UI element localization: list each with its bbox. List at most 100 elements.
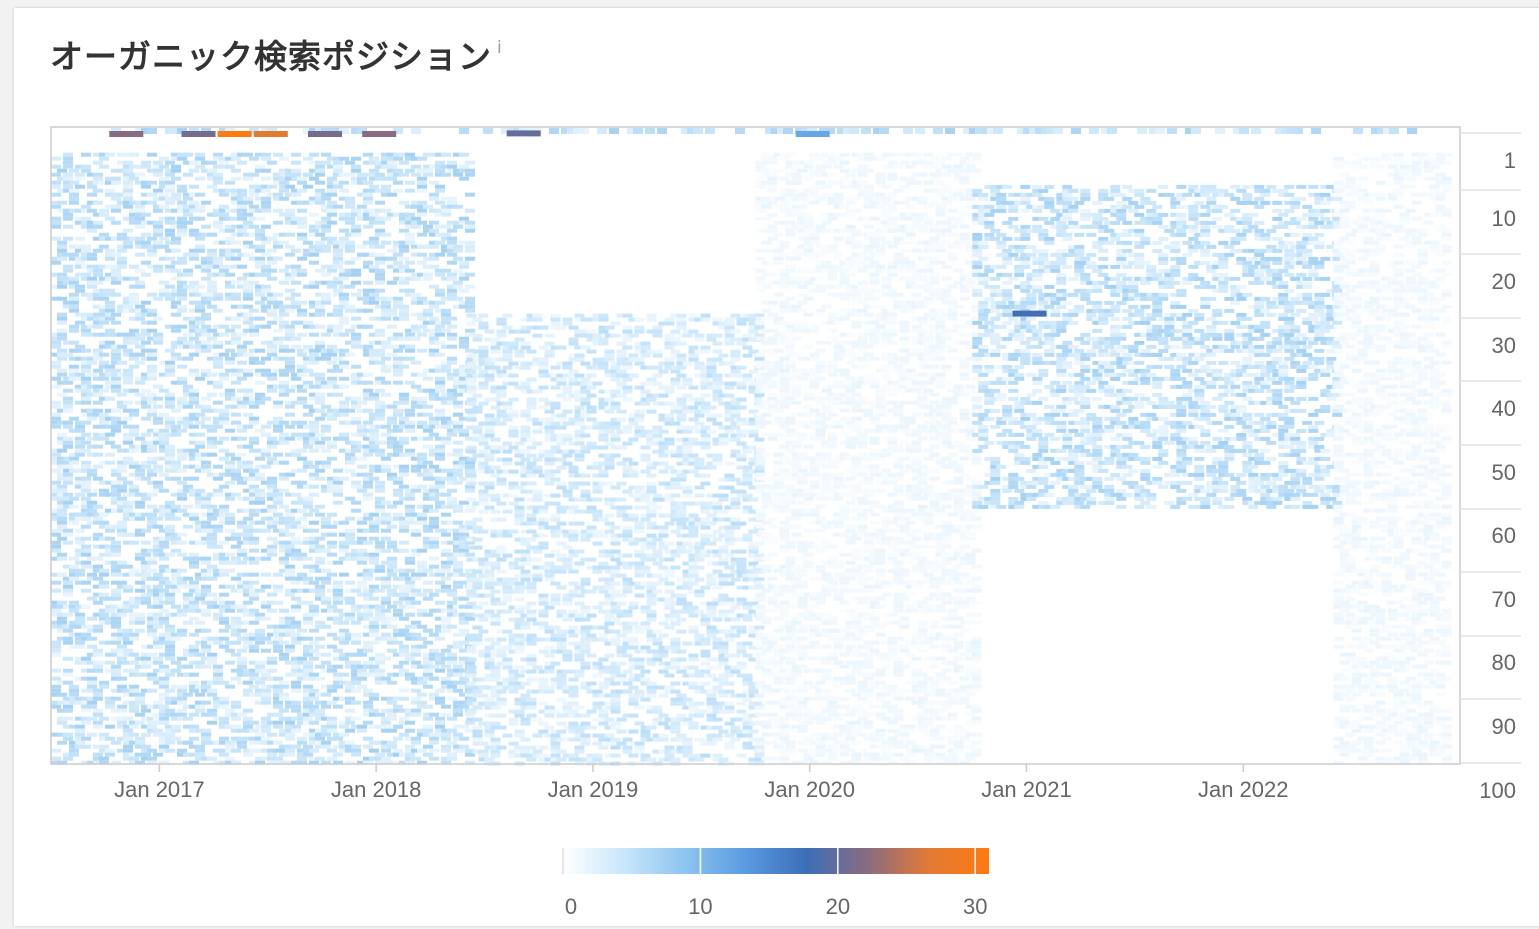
heatmap-cell (297, 636, 307, 641)
heatmap-cell (171, 240, 181, 245)
heatmap-cell (285, 324, 295, 329)
heatmap-cell (63, 756, 73, 761)
heatmap-cell (201, 612, 211, 617)
heatmap-cell (399, 256, 409, 261)
heatmap-cell (447, 332, 457, 337)
heatmap-cell (345, 268, 355, 273)
heatmap-cell (255, 616, 265, 621)
heatmap-cell (237, 608, 247, 613)
heatmap-cell (99, 608, 109, 613)
heatmap-cell (243, 680, 253, 685)
heatmap-cell (429, 648, 439, 653)
heatmap-cell (435, 168, 445, 173)
heatmap-cell (255, 500, 265, 505)
heatmap-cell (387, 156, 397, 161)
heatmap-cell (183, 716, 193, 721)
heatmap-cell (441, 560, 451, 565)
heatmap-cell (177, 292, 187, 297)
heatmap-cell (309, 656, 319, 661)
heatmap-cell (111, 540, 121, 545)
heatmap-cell (429, 396, 439, 401)
heatmap-cell (99, 572, 109, 577)
heatmap-cell (189, 760, 199, 765)
heatmap-cell (105, 236, 115, 241)
heatmap-cell (87, 220, 97, 225)
heatmap-cell (231, 624, 241, 629)
heatmap-cell (393, 440, 403, 445)
heatmap-cell (249, 308, 259, 313)
heatmap-cell (81, 604, 91, 609)
heatmap-cell (111, 380, 121, 385)
heatmap-cell (57, 476, 67, 481)
heatmap-cell (165, 404, 175, 409)
heatmap-cell (207, 356, 217, 361)
heatmap-cell (111, 564, 121, 569)
heatmap-cell (141, 584, 151, 589)
heatmap-cell (69, 308, 79, 313)
heatmap-cell (129, 292, 139, 297)
heatmap-cell (81, 564, 91, 569)
heatmap-cell (249, 440, 259, 445)
heatmap-cell (393, 348, 403, 353)
heatmap-cell (117, 372, 127, 377)
heatmap-cell (478, 353, 489, 358)
heatmap-cell (213, 384, 223, 389)
heatmap-cell (165, 580, 175, 585)
heatmap-cell (129, 332, 139, 337)
heatmap-cell (237, 216, 247, 221)
heatmap-cell (219, 636, 229, 641)
heatmap-cell (441, 164, 451, 169)
heatmap-cell (177, 672, 187, 677)
heatmap-cell (472, 585, 483, 590)
heatmap-cell (363, 252, 373, 257)
heatmap-cell (375, 440, 385, 445)
heatmap-cell (417, 452, 427, 457)
heatmap-cell (201, 700, 211, 705)
heatmap-cell (339, 548, 349, 553)
heatmap-cell (381, 368, 391, 373)
heatmap-cell (255, 228, 265, 233)
heatmap-cell (207, 380, 217, 385)
heatmap-cell (303, 380, 313, 385)
heatmap-cell (297, 396, 307, 401)
heatmap-cell (393, 736, 403, 741)
heatmap-cell (57, 552, 67, 557)
heatmap-cell (63, 396, 73, 401)
heatmap-cell (189, 516, 199, 521)
heatmap-cell (381, 156, 391, 161)
heatmap-cell (165, 512, 175, 517)
heatmap-cell (183, 512, 193, 517)
heatmap-cell (99, 352, 109, 357)
heatmap-cell (393, 500, 403, 505)
heatmap-cell (453, 680, 463, 685)
heatmap-cell (171, 192, 181, 197)
info-icon[interactable]: i (497, 38, 502, 58)
heatmap-cell (93, 584, 103, 589)
heatmap-cell (279, 368, 289, 373)
heatmap-cell (339, 196, 349, 201)
heatmap-cell (369, 428, 379, 433)
heatmap-cell (63, 588, 73, 593)
heatmap-cell (249, 500, 259, 505)
heatmap-cell (363, 588, 373, 593)
heatmap-cell (291, 576, 301, 581)
heatmap-cell (219, 472, 229, 477)
heatmap-cell (165, 456, 175, 461)
heatmap-cell (345, 220, 355, 225)
heatmap-cell (153, 544, 163, 549)
heatmap-cell (165, 696, 175, 701)
heatmap-cell (93, 312, 103, 317)
heatmap-cell (195, 452, 205, 457)
heatmap-cell (375, 424, 385, 429)
heatmap-cell (381, 432, 391, 437)
heatmap-cell (261, 396, 271, 401)
heatmap-cell (459, 460, 469, 465)
heatmap-cell (393, 632, 403, 637)
heatmap-cell (195, 652, 205, 657)
heatmap-cell (393, 576, 403, 581)
heatmap-cell (153, 596, 163, 601)
heatmap-cell (189, 616, 199, 621)
heatmap-cell (231, 492, 241, 497)
heatmap-cell (255, 284, 265, 289)
heatmap-cell (387, 564, 397, 569)
